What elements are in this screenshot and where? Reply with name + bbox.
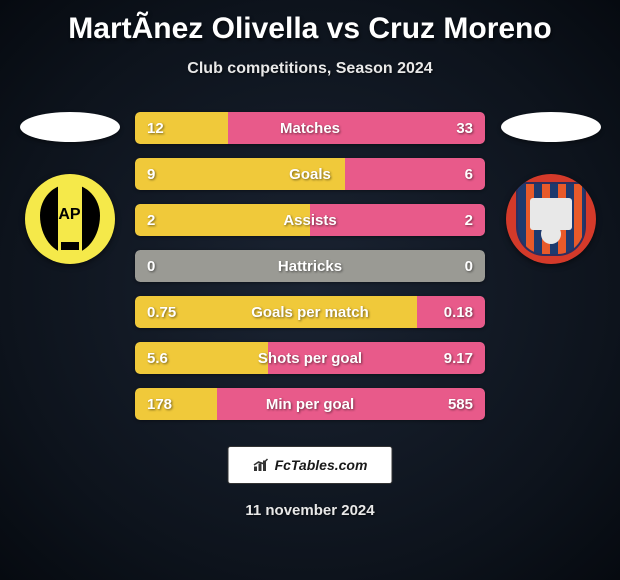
comparison-card: MartÃ­nez Olivella vs Cruz Moreno Club c… (0, 0, 620, 580)
stat-row: 0.750.18Goals per match (135, 296, 485, 328)
main-area: AP 1233Matches 96Goals 22Assists 00Hattrick… (0, 112, 620, 420)
stat-label: Goals (135, 166, 485, 183)
brand-badge[interactable]: FcTables.com (228, 446, 393, 484)
crest-letters: AP (58, 206, 80, 224)
crest-base (61, 242, 79, 250)
stat-row: 178585Min per goal (135, 388, 485, 420)
chart-icon (253, 457, 271, 473)
stat-label: Goals per match (135, 304, 485, 321)
right-club-crest (506, 174, 596, 264)
brand-text: FcTables.com (275, 457, 368, 473)
shield-icon (516, 182, 586, 256)
left-club-crest: AP (25, 174, 115, 264)
stats-column: 1233Matches 96Goals 22Assists 00Hattricks 0.… (135, 112, 485, 420)
date-line: 11 november 2024 (0, 502, 620, 519)
stat-row: 1233Matches (135, 112, 485, 144)
right-player-photo-placeholder (501, 112, 601, 142)
stat-row: 96Goals (135, 158, 485, 190)
stat-row: 00Hattricks (135, 250, 485, 282)
page-subtitle: Club competitions, Season 2024 (0, 60, 620, 78)
left-player-column: AP (12, 112, 127, 264)
right-player-column (493, 112, 608, 264)
stat-row: 5.69.17Shots per goal (135, 342, 485, 374)
stat-row: 22Assists (135, 204, 485, 236)
stat-label: Matches (135, 120, 485, 137)
left-player-photo-placeholder (20, 112, 120, 142)
page-title: MartÃ­nez Olivella vs Cruz Moreno (0, 0, 620, 46)
stat-label: Shots per goal (135, 350, 485, 367)
ball-icon (541, 224, 561, 244)
stat-label: Hattricks (135, 258, 485, 275)
stat-label: Assists (135, 212, 485, 229)
stat-label: Min per goal (135, 396, 485, 413)
shield-icon: AP (40, 184, 100, 254)
